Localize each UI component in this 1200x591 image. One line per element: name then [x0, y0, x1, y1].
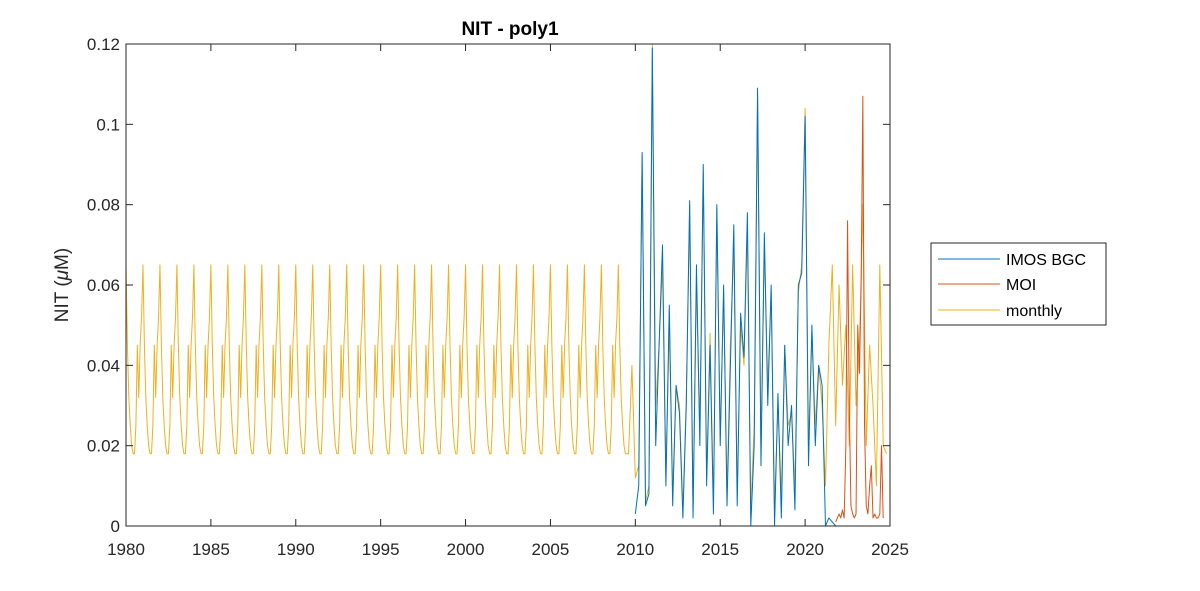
chart-title: NIT - poly1 [461, 19, 559, 40]
y-tick-label: 0.08 [87, 196, 120, 215]
x-tick-label: 1985 [192, 540, 230, 559]
x-tick-label: 2025 [871, 540, 909, 559]
legend-label-imos-bgc: IMOS BGC [1006, 252, 1086, 269]
x-tick-label: 1980 [107, 540, 145, 559]
x-tick-label: 2015 [701, 540, 739, 559]
x-tick-label: 1990 [277, 540, 315, 559]
y-axis-label-start: NIT ( [52, 280, 73, 323]
series-line-moi [835, 95, 884, 523]
y-axis-label: NIT (μM) [52, 248, 73, 322]
x-tick-label: 2000 [447, 540, 485, 559]
y-axis: 0 0.02 0.04 0.06 0.08 0.1 0.12 [87, 35, 890, 536]
y-axis-label-end: M) [52, 248, 73, 270]
x-tick-label: 2020 [786, 540, 824, 559]
y-tick-label: 0.04 [87, 356, 120, 375]
y-tick-label: 0.12 [87, 35, 120, 54]
x-tick-label: 1995 [362, 540, 400, 559]
x-axis: 1980 1985 1990 1995 2000 2005 2010 2015 2020 2025 [107, 44, 909, 559]
plot-area [125, 43, 891, 527]
y-axis-label-mu: μ [52, 269, 73, 281]
y-tick-label: 0.02 [87, 437, 120, 456]
legend-label-moi: MOI [1006, 277, 1036, 294]
legend-label-monthly: monthly [1006, 303, 1062, 320]
x-tick-label: 2005 [532, 540, 570, 559]
y-tick-label: 0.06 [87, 276, 120, 295]
series-line-imos-bgc [634, 47, 837, 527]
series-layer [125, 43, 888, 527]
y-tick-label: 0 [111, 517, 120, 536]
legend: IMOS BGC MOI monthly [930, 242, 1107, 326]
y-tick-label: 0.1 [96, 115, 120, 134]
x-tick-label: 2010 [616, 540, 654, 559]
